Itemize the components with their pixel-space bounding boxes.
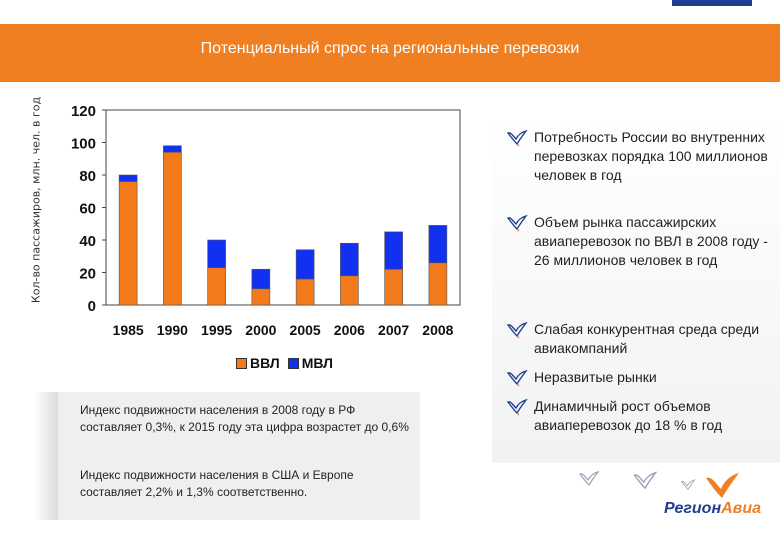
bird-bullet-icon xyxy=(506,214,528,232)
legend-label-vvl: ВВЛ xyxy=(250,355,280,371)
legend-item-mvl: МВЛ xyxy=(287,355,333,371)
top-accent-bar xyxy=(672,0,752,6)
y-tick-label-40: 40 xyxy=(79,233,96,250)
bird-bullet-icon xyxy=(506,321,528,339)
bar-mvl-2007 xyxy=(384,231,403,270)
y-tick-label-20: 20 xyxy=(79,266,96,283)
legend-label-mvl: МВЛ xyxy=(301,355,333,371)
note-box-fade xyxy=(34,392,58,520)
bar-vvl-2007 xyxy=(384,268,403,306)
key-point-text: Неразвитые рынки xyxy=(534,369,657,385)
bar-mvl-1990 xyxy=(163,145,182,153)
note-usa-europe-mobility: Индекс подвижности населения в США и Евр… xyxy=(80,468,354,499)
key-point-demand: Потребность России во внутренних перевоз… xyxy=(506,128,778,185)
legend-item-vvl: ВВЛ xyxy=(236,355,280,371)
key-points-panel: Потребность России во внутренних перевоз… xyxy=(492,118,780,463)
bar-mvl-2006 xyxy=(340,242,359,277)
bar-vvl-2008 xyxy=(428,262,448,306)
stacked-bar-chart: 0 20 40 60 80 100 120 1985 1990 1995 2000 2005 2006 2… xyxy=(71,103,461,338)
decorative-bird-icon xyxy=(579,471,600,486)
bar-mvl-2005 xyxy=(295,249,315,280)
y-tick-label-100: 100 xyxy=(71,136,96,153)
x-tick-label-2006: 2006 xyxy=(334,322,365,338)
decorative-bird-icon xyxy=(633,471,658,490)
y-tick-label-60: 60 xyxy=(79,201,96,218)
bar-vvl-2000 xyxy=(251,288,271,306)
x-tick-label-2007: 2007 xyxy=(378,322,409,338)
bird-bullet-icon xyxy=(506,129,528,147)
x-tick-label-1995: 1995 xyxy=(201,322,232,338)
y-tick-label-0: 0 xyxy=(88,298,96,315)
key-point-text: Потребность России во внутренних перевоз… xyxy=(534,129,768,183)
x-tick-label-2005: 2005 xyxy=(290,322,321,338)
x-tick-label-1990: 1990 xyxy=(157,322,188,338)
bird-bullet-icon xyxy=(506,398,528,416)
key-point-market-volume: Объем рынка пассажирских авиаперевозок п… xyxy=(506,213,778,270)
y-tick-label-120: 120 xyxy=(71,103,96,120)
bar-vvl-1985 xyxy=(118,181,138,306)
key-point-text: Объем рынка пассажирских авиаперевозок п… xyxy=(534,214,768,268)
bird-bullet-icon xyxy=(506,369,528,387)
x-tick-label-2000: 2000 xyxy=(245,322,276,338)
key-point-competition: Слабая конкурентная среда среди авиакомп… xyxy=(506,320,778,358)
legend-swatch-vvl xyxy=(236,357,247,369)
note-russia-mobility: Индекс подвижности населения в 2008 году… xyxy=(80,403,409,434)
key-point-text: Динамичный рост объемов авиаперевозок до… xyxy=(534,398,723,433)
page-title: Потенциальный спрос на региональные пере… xyxy=(200,40,580,57)
bar-vvl-1990 xyxy=(163,151,182,306)
y-axis-label: Кол-во пассажиров, млн. чел. в год xyxy=(29,96,43,304)
title-banner xyxy=(0,24,780,82)
logo-text-region: Регион xyxy=(664,500,722,517)
bar-vvl-2005 xyxy=(295,278,315,306)
x-tick-label-1985: 1985 xyxy=(113,322,144,338)
bar-mvl-2000 xyxy=(251,268,271,290)
decorative-bird-icon xyxy=(680,479,696,491)
key-point-growth: Динамичный рост объемов авиаперевозок до… xyxy=(506,397,778,435)
x-tick-label-2008: 2008 xyxy=(422,322,453,338)
logo-text-avia: Авиа xyxy=(721,500,761,517)
bird-logo-icon xyxy=(706,473,739,498)
chart-legend: ВВЛ МВЛ xyxy=(236,355,341,371)
key-point-undeveloped: Неразвитые рынки xyxy=(506,368,778,387)
legend-swatch-mvl xyxy=(287,357,299,369)
bar-mvl-1985 xyxy=(118,174,138,182)
mobility-note-box: Индекс подвижности населения в 2008 году… xyxy=(34,392,420,520)
y-tick-label-80: 80 xyxy=(79,168,96,185)
key-point-text: Слабая конкурентная среда среди авиакомп… xyxy=(534,321,760,356)
plot-frame xyxy=(105,109,461,306)
bar-mvl-2008 xyxy=(428,225,448,264)
company-logo: РегионАвиа xyxy=(664,500,761,518)
bar-vvl-2006 xyxy=(340,275,359,306)
bar-mvl-1995 xyxy=(207,239,226,268)
bar-vvl-1995 xyxy=(207,267,226,306)
